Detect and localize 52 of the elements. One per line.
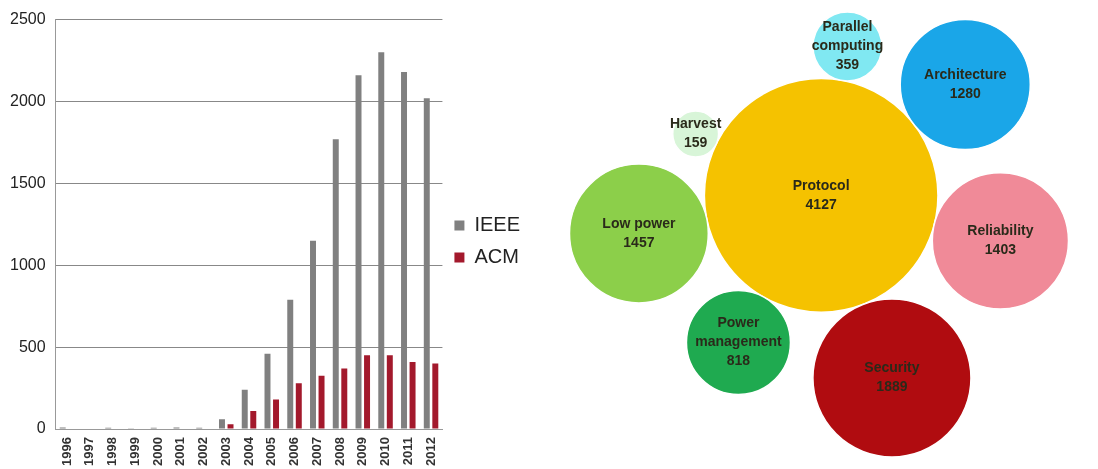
legend-label: ACM [474, 245, 519, 268]
x-tick-label: 2000 [149, 437, 165, 466]
category-label: Low power [602, 214, 676, 231]
data-label: 159 [683, 134, 708, 151]
x-tick-label: 2001 [172, 437, 188, 466]
bar [250, 411, 257, 429]
bar [318, 375, 325, 429]
category-label: Power management [695, 314, 782, 350]
x-tick-label: 2006 [286, 437, 302, 466]
bar [273, 399, 280, 429]
x-tick-label: 2003 [217, 437, 233, 466]
y-tick-label: 2000 [10, 91, 46, 109]
x-tick-label: 2012 [422, 437, 438, 466]
bar [409, 361, 416, 429]
x-tick-label: 2004 [240, 436, 256, 466]
data-label: 1403 [984, 241, 1017, 258]
y-tick-label: 1500 [10, 173, 46, 191]
legend-label: IEEE [474, 213, 520, 236]
bar [219, 419, 225, 429]
y-tick-label: 1000 [10, 255, 46, 273]
category-label: Protocol [792, 176, 850, 193]
x-tick-label: 2009 [354, 437, 370, 466]
x-tick-label: 1998 [104, 437, 120, 466]
data-label: 359 [835, 56, 860, 73]
y-tick-label: 0 [36, 419, 46, 437]
x-tick-label: 1997 [81, 437, 97, 466]
bar [386, 355, 393, 429]
x-tick-label: 2005 [263, 437, 279, 466]
category-label: Security [864, 359, 920, 376]
x-tick-label: 2002 [195, 437, 211, 466]
y-tick-label: 500 [18, 337, 46, 355]
x-tick-label: 2010 [377, 437, 393, 466]
bar [341, 368, 348, 429]
bar [241, 389, 248, 429]
data-label: 818 [726, 352, 751, 369]
category-label: Reliability [967, 222, 1034, 239]
x-tick-label: 2007 [308, 437, 324, 466]
data-label: 1889 [876, 378, 908, 395]
bar [227, 424, 234, 429]
x-tick-label: 2011 [399, 437, 415, 466]
bar [295, 383, 302, 429]
bar [364, 355, 371, 429]
y-tick-label: 2500 [10, 10, 46, 28]
bar [432, 363, 439, 429]
data-label: 1457 [623, 233, 655, 250]
data-label: 4127 [805, 195, 837, 212]
data-label: 1280 [949, 84, 982, 101]
x-tick-label: 1999 [126, 437, 142, 466]
x-tick-label: 2008 [331, 437, 347, 466]
category-label: Harvest [669, 115, 722, 132]
category-label: Architecture [924, 65, 1007, 82]
x-tick-label: 1996 [58, 437, 74, 466]
